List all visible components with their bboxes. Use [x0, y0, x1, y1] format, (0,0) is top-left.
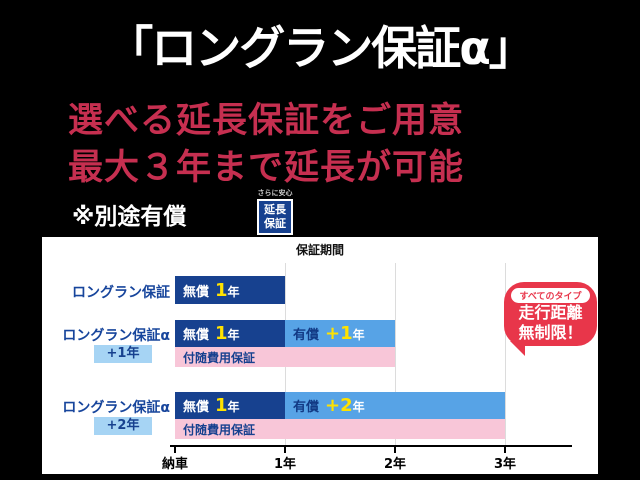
x-axis-tick-2 [394, 445, 396, 453]
stamp-line2: 保証 [264, 217, 286, 230]
x-axis-label-delivery: 納車 [161, 457, 189, 472]
x-axis-label-year3: 3年 [493, 457, 517, 472]
row2-paid-bar: 有償 +1 年 [285, 320, 395, 347]
extended-warranty-stamp-icon: さらに安心 延長 保証 [252, 188, 298, 235]
free-bar-unit: 年 [227, 400, 240, 414]
free-bar-number: 1 [215, 323, 228, 344]
row1-label: ロングラン保証 [72, 285, 170, 301]
x-axis-line [170, 445, 572, 447]
headline-line1: 選べる延長保証をご用意 [68, 101, 465, 141]
free-bar-label: 無償 [183, 284, 210, 300]
x-axis-tick-0 [174, 445, 176, 453]
free-bar-unit: 年 [227, 328, 240, 342]
paid-bar-number: +2 [325, 395, 353, 416]
badge-line2: 無制限！ [518, 323, 583, 342]
paid-bar-label: 有償 [293, 328, 320, 343]
paid-option-note: ※別途有償 [72, 204, 187, 230]
x-axis-label-year1: 1年 [273, 457, 297, 472]
free-bar-number: 1 [215, 395, 228, 416]
x-axis-tick-3 [504, 445, 506, 453]
row2-incidental-cost-bar: 付随費用保証 [175, 347, 395, 367]
x-axis-label-year2: 2年 [383, 457, 407, 472]
paid-bar-label: 有償 [293, 400, 320, 415]
badge-line1: 走行距離 [518, 303, 583, 322]
free-bar-label: 無償 [183, 328, 210, 343]
stamp-caption: さらに安心 [257, 189, 293, 197]
row3-paid-bar: 有償 +2 年 [285, 392, 505, 419]
free-bar-label: 無償 [183, 400, 210, 415]
page-title: 「ロングラン保証α」 [107, 21, 535, 75]
paid-bar-unit: 年 [352, 328, 365, 342]
unlimited-mileage-badge: すべてのタイプ 走行距離 無制限！ [504, 282, 597, 346]
row3-plus-badge: +2年 [94, 417, 152, 435]
row3-label: ロングラン保証α [62, 400, 170, 416]
headline-line2: 最大３年まで延長が可能 [68, 148, 465, 188]
chart-title: 保証期間 [295, 243, 344, 257]
stamp-line1: 延長 [264, 203, 286, 217]
free-bar-number: 1 [215, 279, 228, 301]
paid-bar-unit: 年 [352, 400, 365, 414]
free-bar-unit: 年 [227, 284, 240, 299]
stamp-body: 延長 保証 [257, 199, 293, 235]
x-axis-tick-1 [284, 445, 286, 453]
row3-incidental-cost-bar: 付随費用保証 [175, 419, 505, 439]
gridline-year2 [395, 263, 396, 445]
row2-label: ロングラン保証α [62, 328, 170, 344]
row2-plus-badge: +1年 [94, 345, 152, 363]
gridline-year3 [505, 263, 506, 445]
badge-pill-all-types: すべてのタイプ [511, 288, 590, 303]
paid-bar-number: +1 [325, 323, 353, 344]
